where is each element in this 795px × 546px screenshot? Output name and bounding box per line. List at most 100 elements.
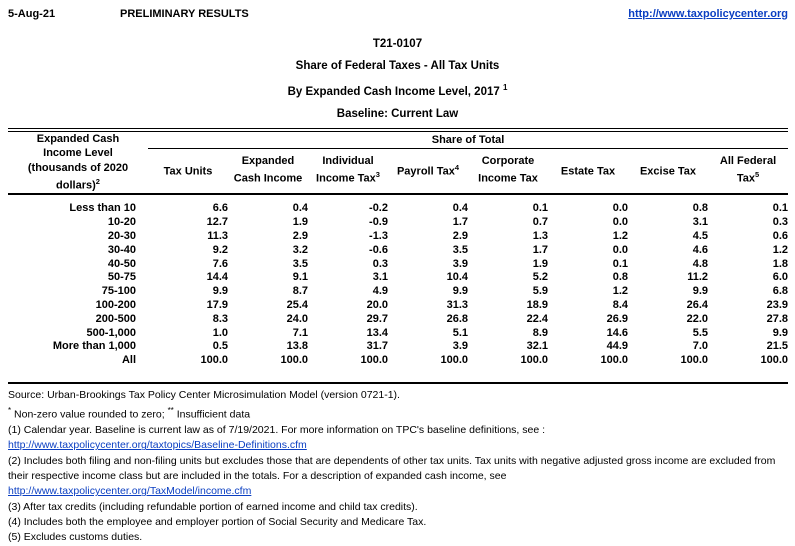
- cell-value: 26.8: [446, 312, 468, 325]
- taxpolicycenter-link[interactable]: http://www.taxpolicycenter.org: [628, 8, 788, 20]
- footnote-line: (4) Includes both the employee and emplo…: [8, 515, 788, 530]
- cell-value: 100.0: [360, 354, 388, 367]
- cell-value: 8.3: [212, 312, 228, 325]
- cell-value: 3.5: [452, 243, 468, 256]
- row-header-expanded-cash-income-level: Expanded Cash Income Level (thousands of…: [8, 129, 148, 196]
- footnote-asterisk: **: [167, 406, 174, 416]
- footnote-line: * Non-zero value rounded to zero; ** Ins…: [8, 403, 788, 423]
- col-header-label: Payroll Tax: [396, 166, 455, 179]
- cell-value: 0.0: [612, 216, 628, 229]
- footnote-link[interactable]: http://www.taxpolicycenter.org/taxtopics…: [8, 439, 307, 452]
- title-line-2: By Expanded Cash Income Level, 2017 1: [0, 77, 795, 103]
- cell-value: 7.1: [292, 326, 308, 339]
- table-row: All 100.0 100.0 100.0 100.0 100.0 100.0 100.0 10…: [8, 354, 788, 368]
- cell-value: 9.9: [772, 326, 789, 339]
- table-row: 200-500 8.3 24.0 29.7 26.8 22.4 26.9 22.0 27.8: [8, 313, 788, 327]
- col-header-label: Corporate Income Tax: [478, 154, 538, 185]
- cell-value: 2.9: [452, 230, 468, 243]
- table-row: 40-50 7.6 3.5 0.3 3.9 1.9 0.1 4.8 1.8: [8, 258, 788, 272]
- row-header-line: Income Level: [43, 147, 113, 160]
- cell-value: 21.5: [766, 340, 789, 353]
- row-label: 20-30: [107, 230, 136, 243]
- cell-value: 0.4: [452, 202, 468, 215]
- cell-value: 32.1: [526, 340, 548, 353]
- cell-value: 100.0: [200, 354, 228, 367]
- col-header-expanded-cash-income: Expanded Cash Income: [228, 148, 308, 196]
- cell-value: 13.8: [286, 340, 308, 353]
- footnote-text: (5) Excludes customs duties.: [8, 531, 143, 544]
- cell-value: 0.0: [612, 243, 628, 256]
- table-row: 30-40 9.2 3.2 -0.6 3.5 1.7 0.0 4.6 1.2: [8, 244, 788, 258]
- footnote-link[interactable]: http://www.taxpolicycenter.org/TaxModel/…: [8, 485, 252, 498]
- cell-value: 4.5: [692, 230, 708, 243]
- footnotes: Source: Urban-Brookings Tax Policy Cente…: [8, 388, 788, 545]
- row-header-footnote-marker: 2: [95, 177, 100, 187]
- cell-value: 100.0: [440, 354, 468, 367]
- cell-value: 22.4: [526, 312, 548, 325]
- col-header-estate-tax: Estate Tax: [548, 148, 628, 196]
- footnote-line: (1) Calendar year. Baseline is current l…: [8, 423, 788, 438]
- cell-value: 25.4: [286, 299, 308, 312]
- cell-value: 6.8: [772, 285, 789, 298]
- cell-value: -1.3: [369, 230, 388, 243]
- footnote-text: Non-zero value rounded to zero;: [11, 408, 168, 421]
- col-footnote-marker: 5: [755, 169, 760, 179]
- preliminary-results-label: PRELIMINARY RESULTS: [120, 8, 249, 20]
- row-label: 75-100: [101, 285, 136, 298]
- footnote-line: http://www.taxpolicycenter.org/taxtopics…: [8, 438, 788, 453]
- cell-value: 24.0: [286, 312, 308, 325]
- table-row: More than 1,000 0.5 13.8 31.7 3.9 32.1 44.9 7.0…: [8, 340, 788, 354]
- col-header-all-federal-tax: All Federal Tax5: [708, 148, 789, 196]
- col-header-label: Expanded Cash Income: [233, 154, 303, 185]
- col-header-excise-tax: Excise Tax: [628, 148, 708, 196]
- cell-value: 2.9: [292, 230, 308, 243]
- col-header-label: Individual Income Tax: [316, 154, 376, 185]
- cell-value: 1.2: [772, 243, 789, 256]
- cell-value: 5.2: [532, 271, 548, 284]
- table-body: Less than 10 6.6 0.4 -0.2 0.4 0.1 0.0 0.8 0.1 10-…: [8, 194, 788, 368]
- cell-value: 11.3: [207, 230, 228, 243]
- row-label: 500-1,000: [86, 326, 136, 339]
- report-date: 5-Aug-21: [8, 8, 56, 20]
- cell-value: 0.3: [772, 216, 789, 229]
- cell-value: 44.9: [606, 340, 628, 353]
- cell-value: 26.4: [686, 299, 708, 312]
- cell-value: 100.0: [600, 354, 628, 367]
- cell-value: 5.1: [452, 326, 468, 339]
- cell-value: 4.6: [692, 243, 708, 256]
- cell-value: 0.1: [532, 202, 548, 215]
- footnote-text: (1) Calendar year. Baseline is current l…: [8, 424, 546, 437]
- cell-value: 9.9: [452, 285, 468, 298]
- cell-value: 5.9: [532, 285, 548, 298]
- table-row: 10-20 12.7 1.9 -0.9 1.7 0.7 0.0 3.1 0.3: [8, 216, 788, 230]
- cell-value: 11.2: [687, 271, 708, 284]
- footnote-text: (4) Includes both the employee and emplo…: [8, 515, 427, 528]
- cell-value: 29.7: [366, 312, 388, 325]
- cell-value: 9.2: [212, 243, 228, 256]
- cell-value: 14.4: [206, 271, 228, 284]
- table-row: 100-200 17.9 25.4 20.0 31.3 18.9 8.4 26.4 23.9: [8, 299, 788, 313]
- cell-value: 23.9: [766, 299, 789, 312]
- cell-value: 3.5: [292, 257, 308, 270]
- cell-value: 14.6: [606, 326, 628, 339]
- cell-value: 4.9: [372, 285, 388, 298]
- cell-value: 0.8: [612, 271, 628, 284]
- table-bottom-rule: [8, 382, 788, 385]
- cell-value: 31.3: [446, 299, 468, 312]
- cell-value: 8.4: [612, 299, 628, 312]
- cell-value: 1.3: [532, 230, 548, 243]
- footnote-line: http://www.taxpolicycenter.org/TaxModel/…: [8, 484, 788, 499]
- cell-value: 6.6: [212, 202, 228, 215]
- footnote-text: (3) After tax credits (including refunda…: [8, 500, 418, 513]
- cell-value: 5.5: [692, 326, 708, 339]
- col-header-label: All Federal Tax: [719, 154, 777, 185]
- cell-value: 4.8: [692, 257, 708, 270]
- cell-value: 6.0: [772, 271, 789, 284]
- cell-value: 8.9: [532, 326, 548, 339]
- cell-value: 18.9: [526, 299, 548, 312]
- cell-value: 3.2: [292, 243, 308, 256]
- cell-value: 1.2: [612, 285, 628, 298]
- footnote-text: Source: Urban-Brookings Tax Policy Cente…: [8, 389, 400, 402]
- row-label: 50-75: [107, 271, 136, 284]
- footnote-line: Source: Urban-Brookings Tax Policy Cente…: [8, 388, 788, 403]
